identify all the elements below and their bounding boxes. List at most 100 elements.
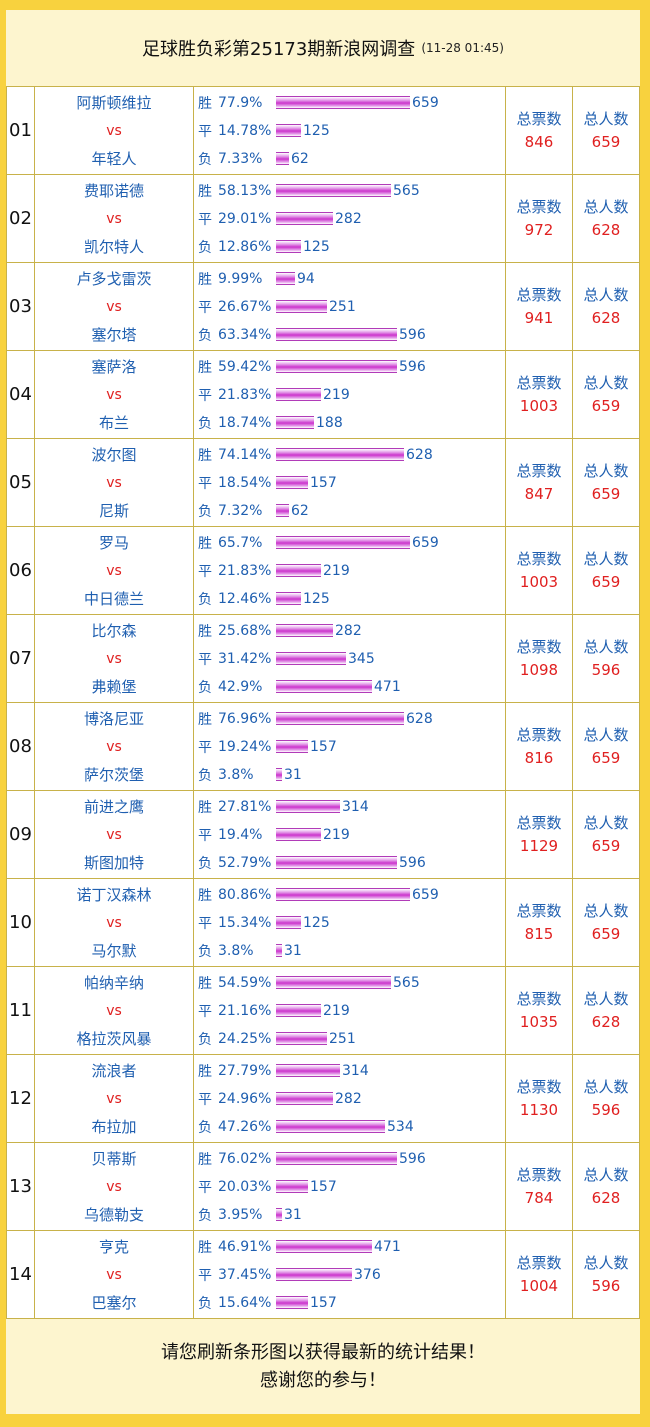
total-people-cell: 总人数 659 xyxy=(572,790,640,879)
result-row-lose: 负 3.8% 31 xyxy=(194,761,505,789)
match-number: 03 xyxy=(6,262,35,351)
page-title: 足球胜负彩第25173期新浪网调查 (11-28 01:45) xyxy=(6,10,640,86)
vs-label: vs xyxy=(106,562,122,579)
vote-bar-win xyxy=(276,536,410,549)
home-team: 费耶诺德 xyxy=(83,181,144,200)
match-number: 06 xyxy=(6,526,35,615)
total-people-label: 总人数 xyxy=(583,373,629,392)
result-label-win: 胜 xyxy=(198,535,212,552)
total-people-label: 总人数 xyxy=(583,285,629,304)
total-people-cell: 总人数 628 xyxy=(572,174,640,263)
result-percent-win: 59.42% xyxy=(218,358,272,375)
vote-count-lose: 31 xyxy=(284,942,302,959)
total-people-cell: 总人数 628 xyxy=(572,262,640,351)
vote-bar-lose xyxy=(276,592,301,605)
vote-count-lose: 596 xyxy=(399,854,426,871)
result-label-draw: 平 xyxy=(198,299,212,316)
result-label-win: 胜 xyxy=(198,271,212,288)
result-row-draw: 平 31.42% 345 xyxy=(194,645,505,673)
total-votes-value: 1035 xyxy=(519,1012,559,1031)
home-team: 塞萨洛 xyxy=(91,357,137,376)
total-votes-label: 总票数 xyxy=(516,1077,562,1096)
home-team: 波尔图 xyxy=(91,445,137,464)
result-row-win: 胜 27.79% 314 xyxy=(194,1057,505,1085)
vs-label: vs xyxy=(106,914,122,931)
vote-count-win: 628 xyxy=(406,446,433,463)
result-label-lose: 负 xyxy=(198,1031,212,1048)
result-percent-win: 58.13% xyxy=(218,182,272,199)
vote-count-lose: 31 xyxy=(284,1206,302,1223)
total-votes-label: 总票数 xyxy=(516,285,562,304)
total-votes-label: 总票数 xyxy=(516,373,562,392)
result-label-lose: 负 xyxy=(198,1119,212,1136)
result-percent-win: 77.9% xyxy=(218,94,263,111)
result-label-win: 胜 xyxy=(198,183,212,200)
match-row: 11 帕纳辛纳 vs 格拉茨风暴 胜 54.59% 565 平 21.16% 219 负 24.25%… xyxy=(6,966,640,1055)
total-people-cell: 总人数 659 xyxy=(572,526,640,615)
result-row-lose: 负 12.46% 125 xyxy=(194,585,505,613)
result-percent-lose: 63.34% xyxy=(218,326,272,343)
total-votes-cell: 总票数 1003 xyxy=(505,350,573,439)
vote-bars: 胜 27.79% 314 平 24.96% 282 负 47.26% 534 xyxy=(193,1054,506,1143)
vote-count-lose: 534 xyxy=(387,1118,414,1135)
result-percent-lose: 47.26% xyxy=(218,1118,272,1135)
total-people-value: 628 xyxy=(591,1012,621,1031)
total-people-value: 628 xyxy=(591,220,621,239)
total-votes-cell: 总票数 846 xyxy=(505,86,573,175)
vote-bar-draw xyxy=(276,652,346,665)
total-votes-label: 总票数 xyxy=(516,989,562,1008)
result-label-lose: 负 xyxy=(198,151,212,168)
vote-bar-lose xyxy=(276,768,282,781)
total-people-cell: 总人数 659 xyxy=(572,350,640,439)
result-row-draw: 平 19.24% 157 xyxy=(194,733,505,761)
vote-bar-lose xyxy=(276,856,397,869)
match-teams: 卢多戈雷茨 vs 塞尔塔 xyxy=(34,262,194,351)
vote-bars: 胜 74.14% 628 平 18.54% 157 负 7.32% 62 xyxy=(193,438,506,527)
away-team: 格拉茨风暴 xyxy=(76,1029,152,1048)
home-team: 罗马 xyxy=(98,533,129,552)
result-row-lose: 负 12.86% 125 xyxy=(194,233,505,261)
result-row-draw: 平 21.83% 219 xyxy=(194,381,505,409)
result-percent-lose: 12.46% xyxy=(218,590,272,607)
vote-count-draw: 157 xyxy=(310,474,337,491)
result-percent-draw: 31.42% xyxy=(218,650,272,667)
vote-bar-win xyxy=(276,96,410,109)
match-number: 09 xyxy=(6,790,35,879)
total-votes-label: 总票数 xyxy=(516,197,562,216)
result-row-win: 胜 27.81% 314 xyxy=(194,793,505,821)
vote-bars: 胜 77.9% 659 平 14.78% 125 负 7.33% 62 xyxy=(193,86,506,175)
total-people-value: 628 xyxy=(591,1188,621,1207)
match-row: 03 卢多戈雷茨 vs 塞尔塔 胜 9.99% 94 平 26.67% 251 负 63.34% 596… xyxy=(6,262,640,351)
vs-label: vs xyxy=(106,210,122,227)
vote-bar-lose xyxy=(276,1032,327,1045)
total-people-label: 总人数 xyxy=(583,901,629,920)
total-people-cell: 总人数 596 xyxy=(572,1230,640,1319)
vote-bar-lose xyxy=(276,504,289,517)
vote-count-win: 596 xyxy=(399,358,426,375)
total-people-label: 总人数 xyxy=(583,1165,629,1184)
result-label-draw: 平 xyxy=(198,563,212,580)
away-team: 弗赖堡 xyxy=(91,677,137,696)
result-label-lose: 负 xyxy=(198,1295,212,1312)
vote-bar-lose xyxy=(276,944,282,957)
match-row: 01 阿斯顿维拉 vs 年轻人 胜 77.9% 659 平 14.78% 125 负 7.33% 62 总… xyxy=(6,86,640,175)
total-people-cell: 总人数 659 xyxy=(572,702,640,791)
total-people-value: 659 xyxy=(591,572,621,591)
vote-bar-lose xyxy=(276,240,301,253)
result-percent-lose: 3.8% xyxy=(218,766,254,783)
vote-bars: 胜 25.68% 282 平 31.42% 345 负 42.9% 471 xyxy=(193,614,506,703)
vote-bar-draw xyxy=(276,564,321,577)
total-people-label: 总人数 xyxy=(583,989,629,1008)
vote-count-win: 565 xyxy=(393,182,420,199)
result-row-win: 胜 25.68% 282 xyxy=(194,617,505,645)
result-percent-draw: 18.54% xyxy=(218,474,272,491)
vs-label: vs xyxy=(106,1178,122,1195)
total-people-label: 总人数 xyxy=(583,197,629,216)
match-teams: 比尔森 vs 弗赖堡 xyxy=(34,614,194,703)
vote-count-lose: 471 xyxy=(374,678,401,695)
match-number: 14 xyxy=(6,1230,35,1319)
vote-count-win: 314 xyxy=(342,798,369,815)
vote-bar-draw xyxy=(276,1004,321,1017)
result-row-draw: 平 21.16% 219 xyxy=(194,997,505,1025)
total-votes-label: 总票数 xyxy=(516,813,562,832)
